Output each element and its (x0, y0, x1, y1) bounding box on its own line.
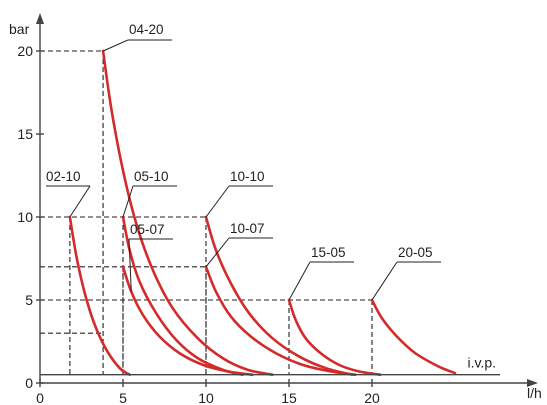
y-tick-label: 0 (25, 375, 33, 391)
curve-series (68, 49, 457, 376)
curve-04-20 (101, 49, 274, 376)
curve-05-07 (121, 265, 254, 376)
y-axis-arrow (36, 13, 44, 24)
reference-guides (40, 50, 373, 375)
label-leader-10-07 (205, 237, 230, 268)
label-leader-05-07 (128, 238, 132, 292)
curve-20-05 (370, 298, 457, 375)
curve-15-05 (287, 298, 382, 376)
y-axis-title: bar (9, 21, 30, 37)
baseline-label: i.v.p. (467, 355, 496, 371)
x-axis-arrow (527, 379, 538, 387)
x-axis-title: l/h (527, 385, 542, 401)
curve-label-02-10: 02-10 (46, 169, 81, 184)
label-leader-15-05 (288, 261, 311, 301)
curve-10-07 (204, 265, 357, 376)
x-tick-label: 5 (119, 390, 127, 405)
curve-label-04-20: 04-20 (129, 22, 164, 37)
x-tick-label: 0 (36, 390, 44, 405)
y-tick-label: 10 (17, 209, 33, 225)
curve-labels: 04-20 02-10 05-10 05-07 10-10 10-07 15-05 20-05 (46, 22, 441, 301)
y-tick-label: 5 (25, 292, 33, 308)
curve-label-15-05: 15-05 (311, 245, 346, 260)
axes: i.v.p. 0 5 10 15 20 0 5 10 15 20 bar l/h (9, 13, 542, 405)
x-tick-label: 15 (281, 390, 297, 405)
label-leader-05-10 (122, 185, 134, 218)
curve-label-10-10: 10-10 (230, 169, 265, 184)
curve-label-10-07: 10-07 (230, 221, 265, 236)
label-leader-10-10 (205, 185, 230, 218)
curve-label-05-07: 05-07 (130, 222, 165, 237)
x-tick-label: 10 (198, 390, 214, 405)
label-leader-02-10 (69, 185, 91, 218)
y-tick-label: 20 (17, 43, 33, 59)
label-leader-04-20 (102, 39, 129, 52)
y-tick-label: 15 (17, 126, 33, 142)
curve-label-20-05: 20-05 (398, 245, 433, 260)
curve-label-05-10: 05-10 (134, 169, 169, 184)
curve-10-10 (204, 215, 354, 376)
label-leader-20-05 (371, 261, 398, 301)
curve-02-10 (68, 215, 131, 376)
x-tick-label: 20 (364, 390, 380, 405)
